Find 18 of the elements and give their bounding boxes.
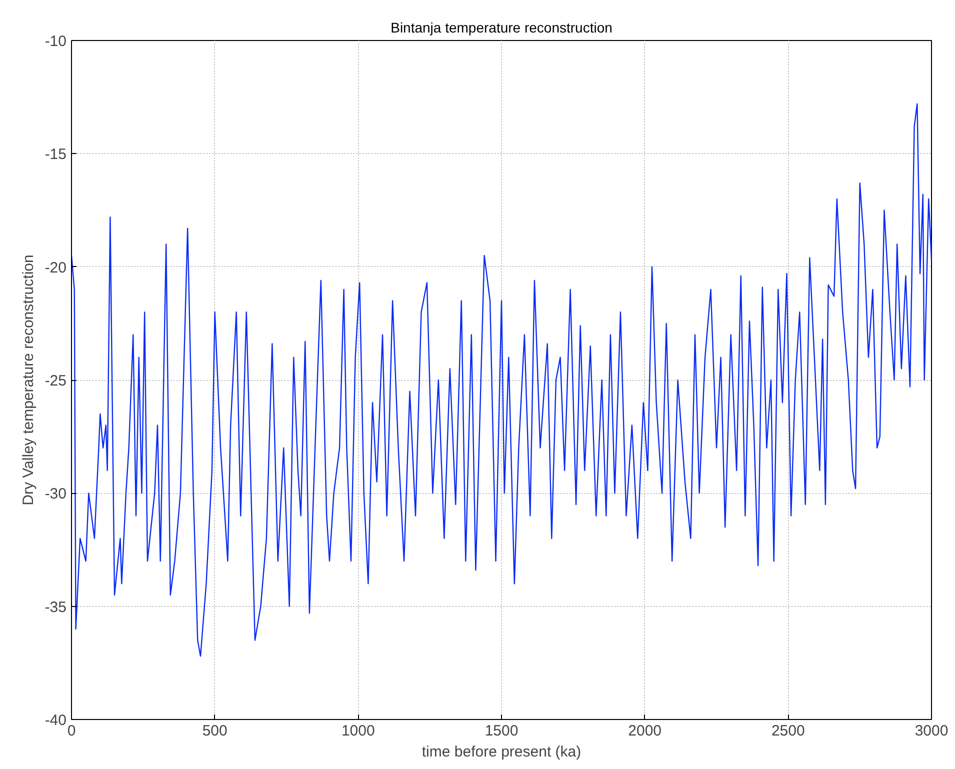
y-axis-title: Dry Valley temperature reconstruction bbox=[20, 254, 37, 506]
x-tick-label: 1500 bbox=[484, 722, 518, 740]
x-tick-label: 2000 bbox=[628, 722, 662, 740]
x-tick-label: 3000 bbox=[914, 722, 948, 740]
x-tick-label: 1000 bbox=[341, 722, 375, 740]
y-tick-label: -15 bbox=[44, 146, 67, 164]
x-axis-title: time before present (ka) bbox=[422, 744, 582, 760]
x-tick-label: 500 bbox=[202, 722, 228, 740]
y-tick-label: -40 bbox=[44, 712, 67, 729]
y-tick-label: -35 bbox=[44, 598, 67, 616]
y-tick-label: -20 bbox=[44, 259, 67, 276]
y-tick-label: -25 bbox=[44, 372, 67, 390]
chart-title: Bintanja temperature reconstruction bbox=[390, 20, 612, 36]
x-tick-label: 2500 bbox=[771, 722, 805, 740]
x-tick-label: 0 bbox=[67, 722, 76, 740]
y-tick-label: -30 bbox=[44, 486, 67, 503]
line-series bbox=[72, 103, 932, 657]
y-tick-label: -10 bbox=[44, 33, 67, 50]
